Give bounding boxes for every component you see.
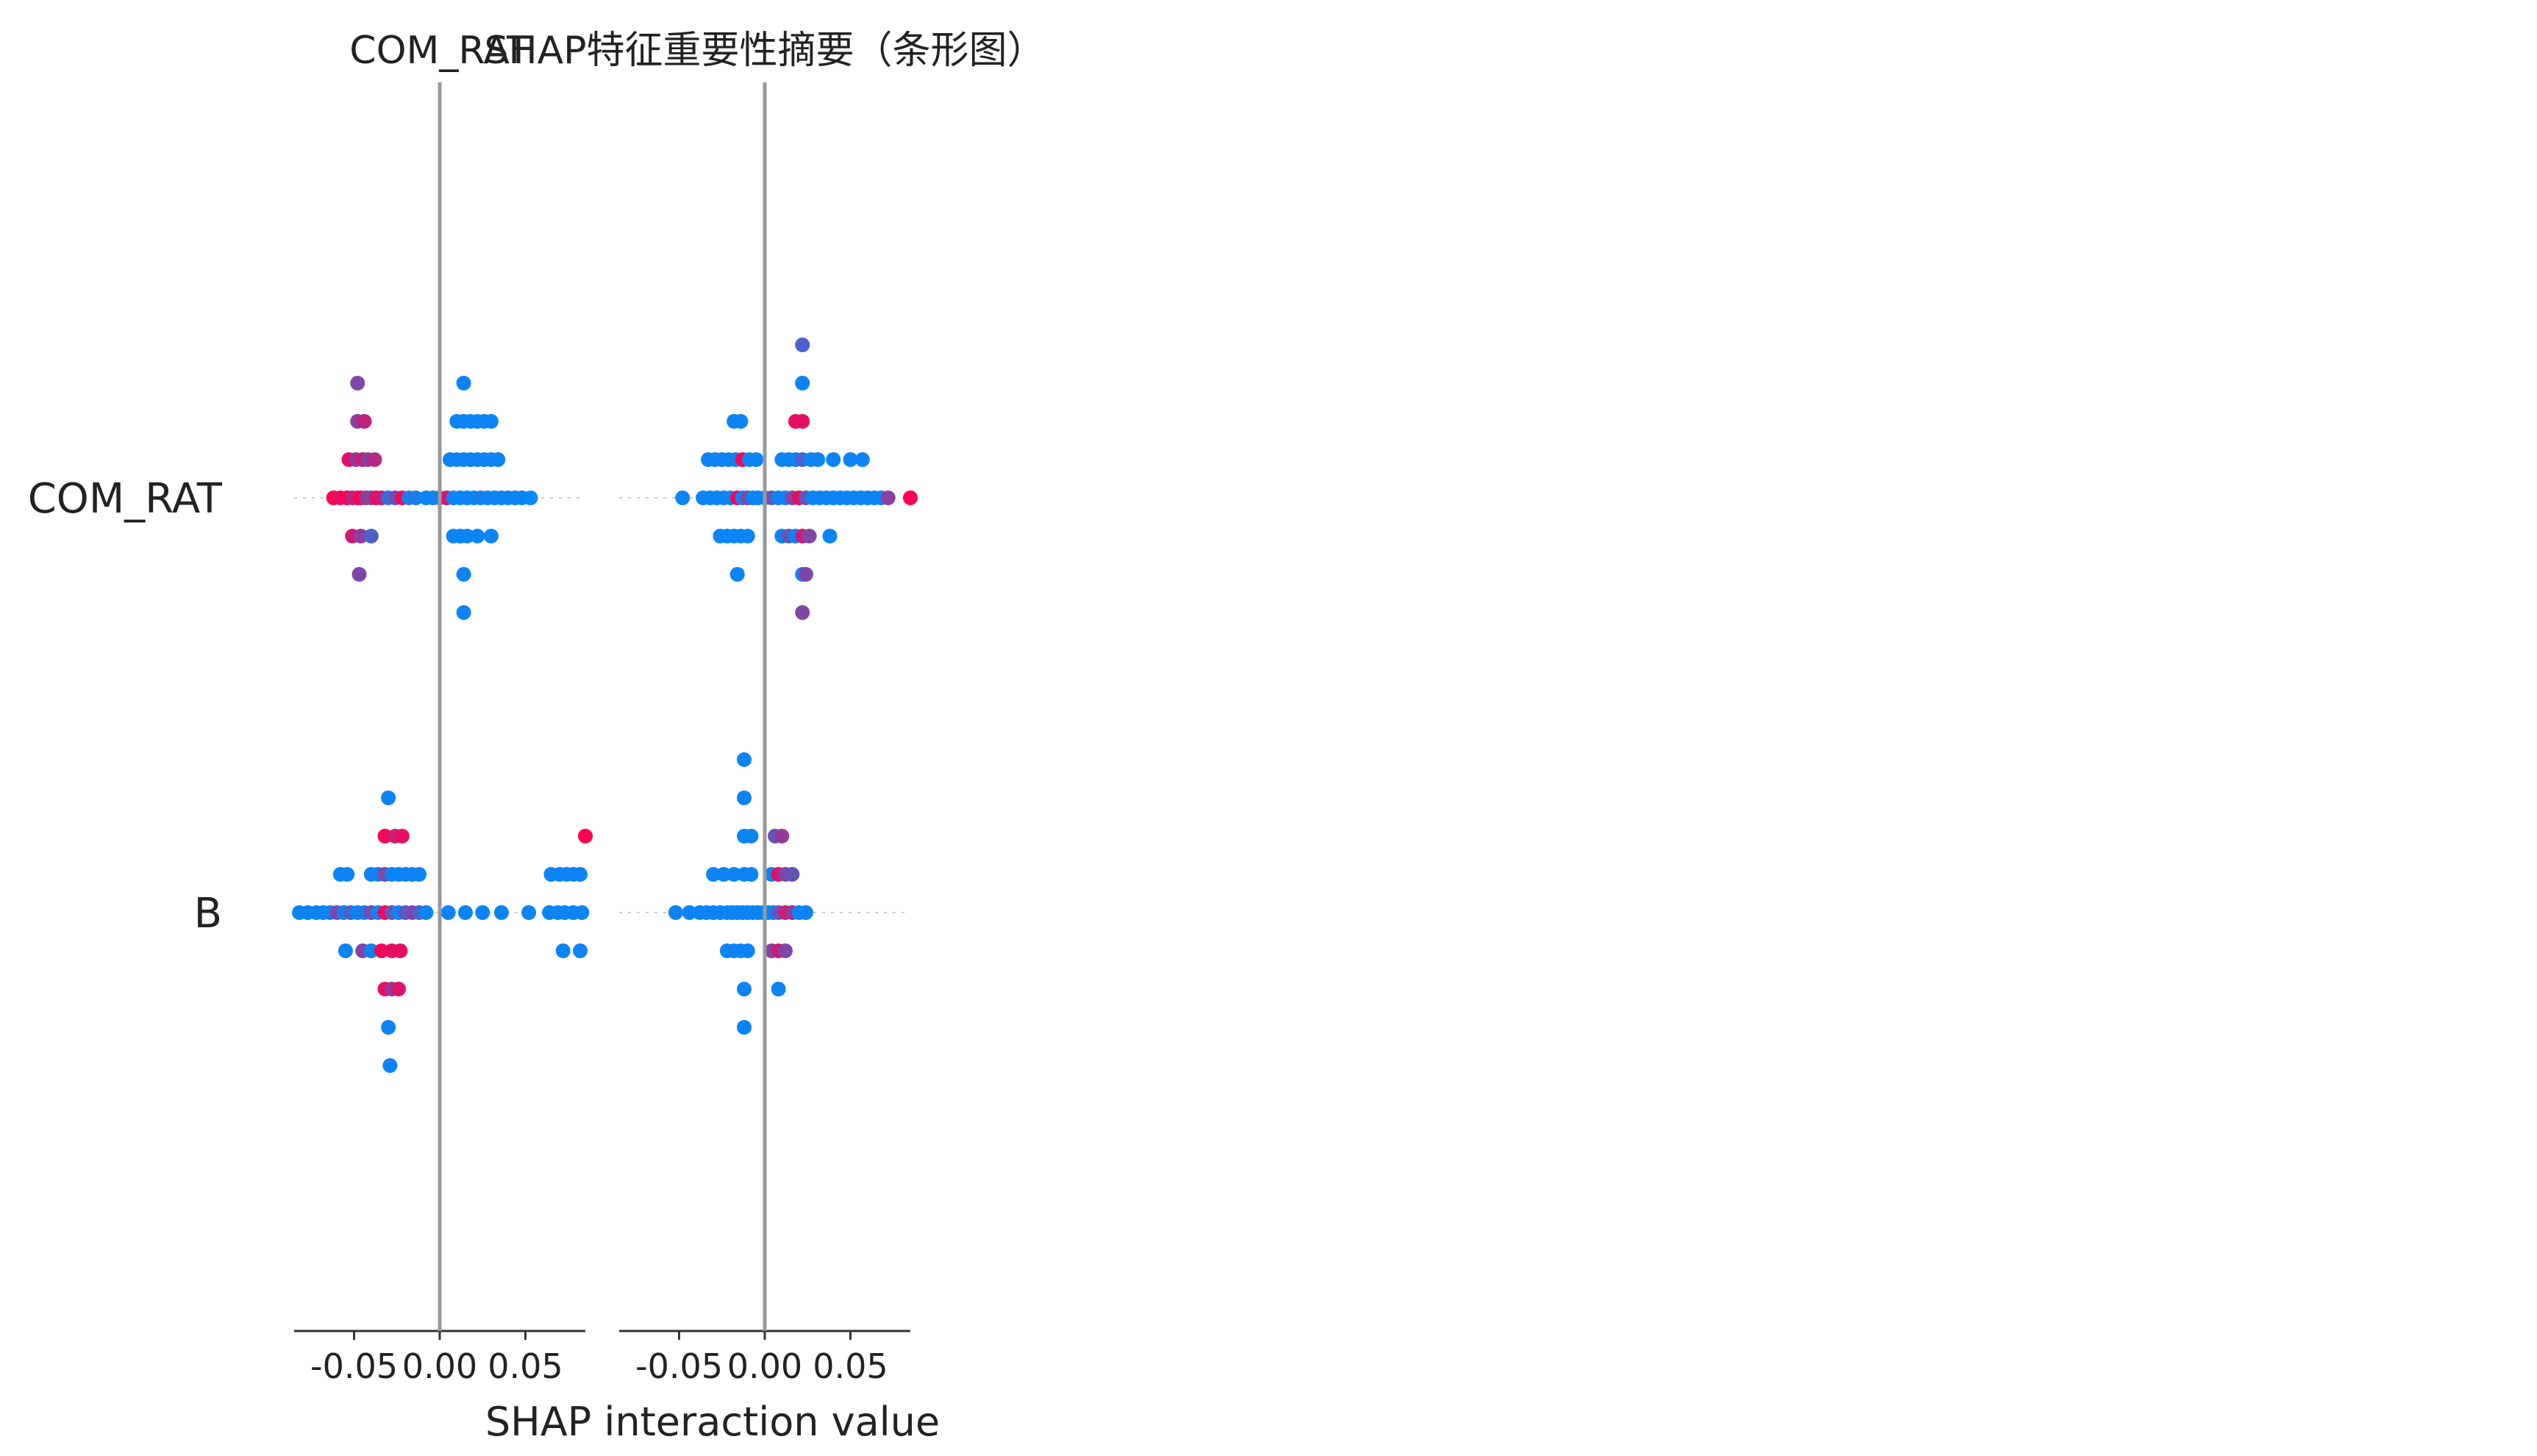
panel-2-com-rat-point-53	[740, 529, 755, 543]
panel-1-b-point-51	[555, 943, 571, 958]
panel-1-com-rat-point-47	[363, 529, 379, 543]
panel-2-b-point-23	[716, 867, 732, 882]
panel-1-b-point-29	[574, 905, 590, 920]
panel-1-b-point-55	[394, 829, 410, 843]
panel-2-b-point-41	[774, 829, 790, 843]
panel-1-b-point-53	[377, 829, 393, 843]
panel-2-com-rat-point-61	[733, 414, 749, 429]
panel-2-b-point-21	[798, 905, 813, 920]
panel-1-x-tick-label-3: 0.05	[488, 1346, 563, 1386]
panel-2-b-point-37	[778, 943, 793, 958]
panel-2-b-point-24	[727, 867, 742, 882]
panel-1-com-rat-point-51	[470, 529, 485, 543]
panel-1-b-point-19	[418, 905, 434, 920]
panel-1-com-rat-point-63	[352, 567, 367, 582]
panel-2-b-point-44	[737, 791, 752, 805]
panel-1-b-point-22	[475, 905, 490, 920]
panel-1-com-rat-point-36	[367, 452, 382, 467]
panel-2-com-rat-point-66	[798, 567, 813, 582]
panel-2-com-rat-point-39	[749, 452, 764, 467]
panel-1-b-point-20	[440, 905, 456, 920]
panel-1-b-point-23	[493, 905, 509, 920]
feature-label-b: B	[194, 890, 222, 938]
panel-1-com-rat-point-60	[483, 414, 499, 429]
panel-2-com-rat-point-48	[854, 452, 870, 467]
panel-1-x-tick-label-2: 0.00	[402, 1346, 477, 1386]
panel-1-com-rat-point-15	[408, 490, 424, 505]
panel-2-x-tick-label-1: -0.05	[635, 1346, 723, 1386]
panel-2-b-point-26	[743, 867, 759, 882]
panel-1-b-point-24	[521, 905, 537, 920]
panel-1-com-rat-point-31	[523, 490, 538, 505]
panel-2-b-point-42	[737, 982, 752, 996]
panel-1-b-point-47	[363, 943, 379, 958]
panel-2-b-point-39	[743, 829, 759, 843]
panel-2-com-rat-point-1	[675, 490, 691, 505]
panel-1-com-rat-point-52	[483, 529, 499, 543]
panel-1-b-point-48	[374, 943, 389, 958]
panel-2-com-rat-point-59	[822, 529, 838, 543]
panel-1-b-point-52	[573, 943, 588, 958]
panel-1-b-point-50	[393, 943, 408, 958]
panel-1-x-tick-label-1: -0.05	[310, 1346, 398, 1386]
panel-1-b-point-44	[573, 867, 588, 882]
panel-1-b-point-60	[381, 791, 396, 805]
panel-2-com-rat-point-68	[795, 338, 810, 352]
panel-2-com-rat-point-47	[843, 452, 858, 467]
panel-1-com-rat-point-65	[456, 605, 471, 620]
panel-1-b-point-62	[382, 1058, 398, 1073]
panel-1-com-rat-point-54	[357, 414, 372, 429]
panel-2-com-rat-point-69	[795, 605, 810, 620]
panel-1-b-point-56	[578, 829, 593, 843]
panel-2-com-rat-point-30	[880, 490, 896, 505]
x-axis-label: SHAP interaction value	[485, 1399, 940, 1445]
panel-1-com-rat-point-61	[350, 376, 365, 390]
panel-2-com-rat-point-46	[826, 452, 841, 467]
column-title-summary: SHAP特征重要性摘要（条形图）	[484, 29, 1045, 73]
panel-1-b-point-31	[340, 867, 355, 882]
panel-2-com-rat-point-58	[802, 529, 817, 543]
panel-2-b-point-30	[785, 867, 800, 882]
panel-2-b-point-1	[668, 905, 683, 920]
panel-2-com-rat-point-63	[795, 414, 810, 429]
panel-2-com-rat-point-31	[903, 490, 918, 505]
panel-2-b-point-46	[737, 1020, 752, 1035]
panel-1-b-point-59	[391, 982, 407, 996]
panel-1-com-rat-point-46	[353, 529, 368, 543]
panel-2-b-point-43	[771, 982, 786, 996]
panel-1-com-rat-point-50	[460, 529, 475, 543]
panel-1-b-point-61	[381, 1020, 396, 1035]
panel-1-com-rat-point-64	[456, 567, 471, 582]
panel-2-b-point-45	[737, 752, 752, 767]
panel-1-b-point-39	[412, 867, 427, 882]
panel-2-b-point-34	[740, 943, 755, 958]
panel-2-com-rat-point-64	[729, 567, 745, 582]
panel-1-b-point-45	[338, 943, 353, 958]
column-title-com-rat: COM_RAT	[349, 29, 530, 73]
panel-1-com-rat-point-44	[490, 452, 506, 467]
panel-2-com-rat-point-67	[795, 376, 810, 390]
panel-2-x-tick-label-2: 0.00	[727, 1346, 802, 1386]
feature-label-com-rat: COM_RAT	[28, 475, 223, 523]
panel-2-b-point-22	[706, 867, 721, 882]
panel-2-b-point-2	[682, 905, 697, 920]
panel-2-x-tick-label-3: 0.05	[813, 1346, 888, 1386]
panel-1-com-rat-point-62	[456, 376, 471, 390]
panel-1-b-point-21	[457, 905, 473, 920]
panel-2-com-rat-point-45	[810, 452, 826, 467]
